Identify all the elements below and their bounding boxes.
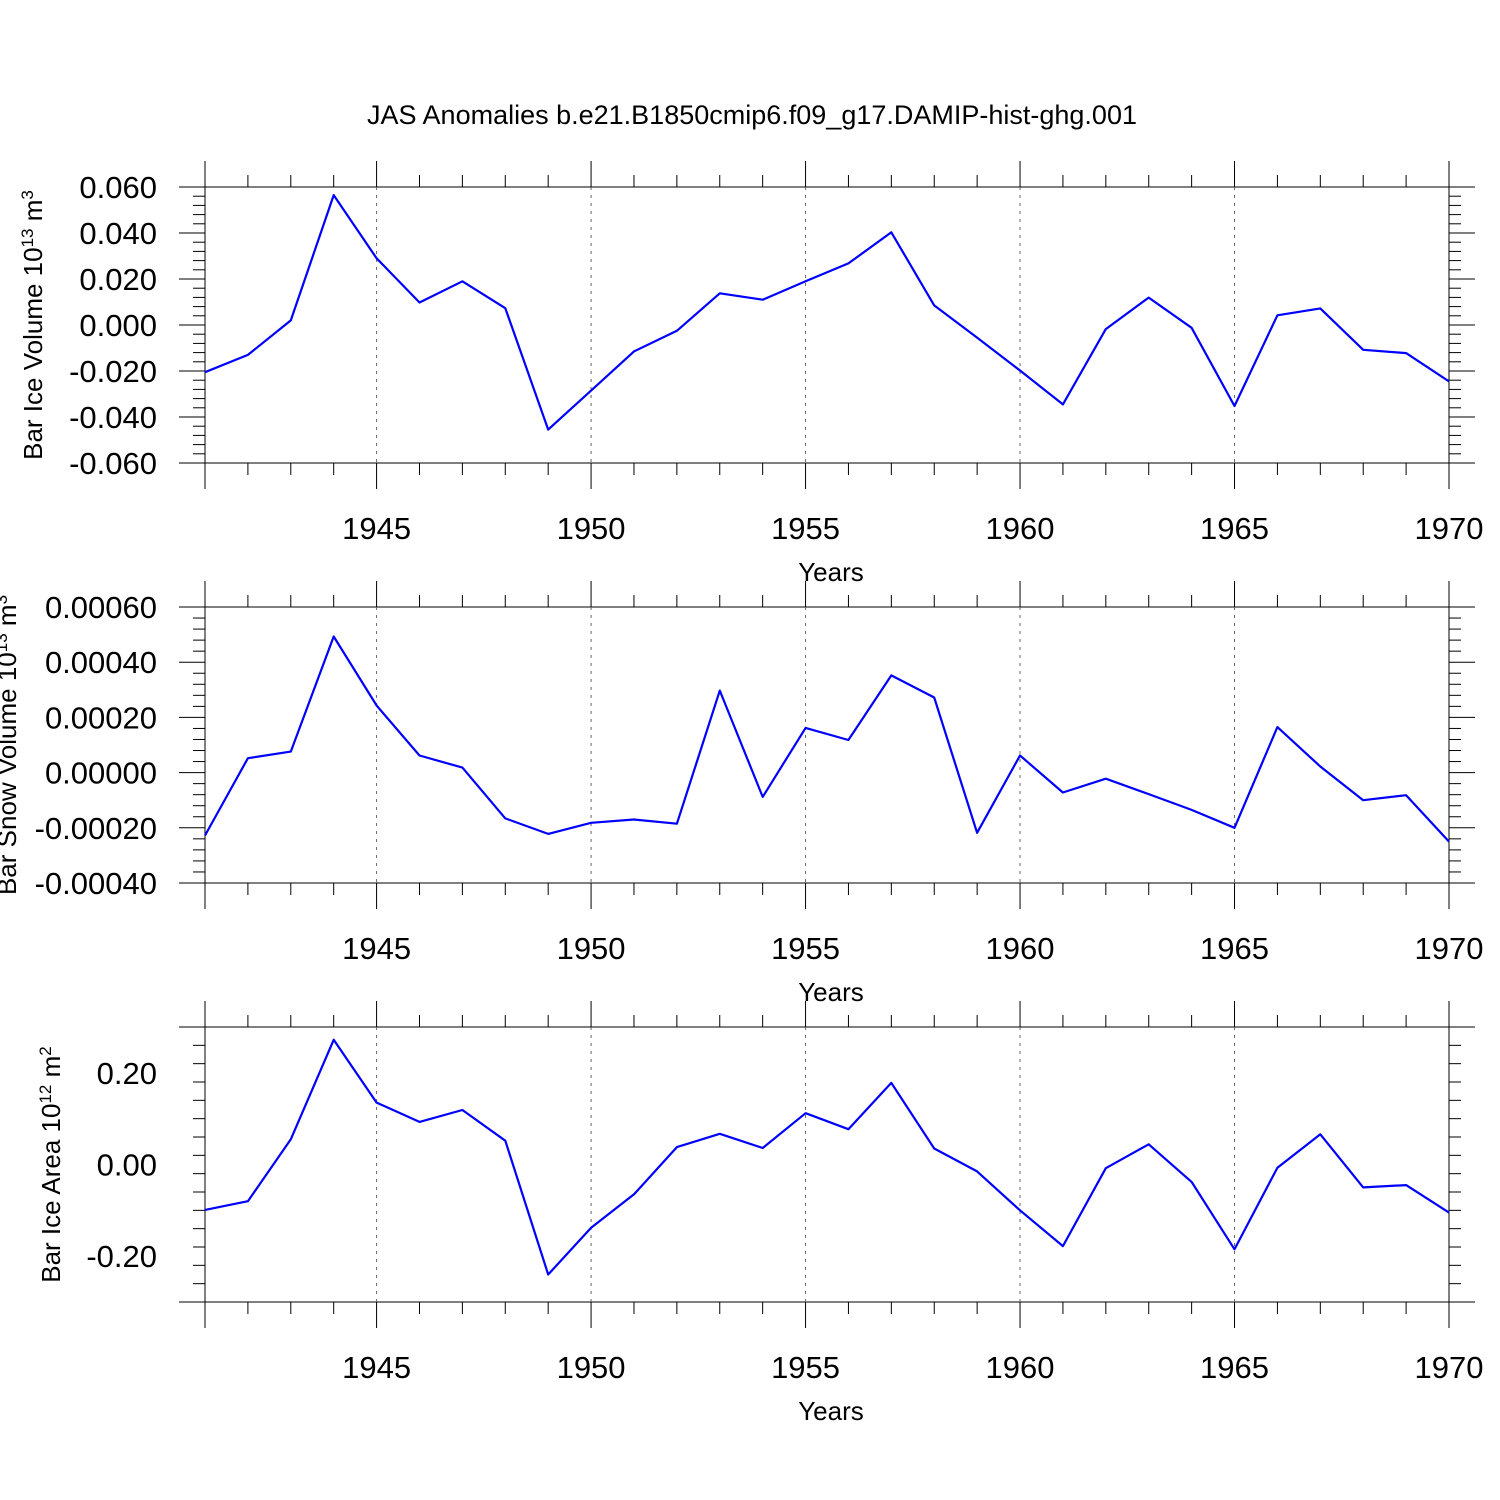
y-axis-label-unit: m (36, 1056, 66, 1085)
x-tick-label: 1965 (1200, 931, 1269, 966)
y-axis-label-unit-exponent: 3 (18, 190, 37, 199)
y-axis-label-text: Bar Snow Volume 10 (0, 652, 22, 895)
y-tick-label: 0.040 (79, 216, 157, 251)
series-line (204, 194, 1450, 431)
y-tick-label: 0.20 (97, 1056, 157, 1091)
y-axis-label-unit: m (0, 604, 22, 633)
y-tick-label: -0.20 (86, 1239, 157, 1274)
x-tick-label: 1945 (342, 1350, 411, 1385)
x-tick-label: 1945 (342, 511, 411, 546)
y-tick-label: -0.00020 (35, 811, 157, 846)
x-axis-label: Years (798, 977, 864, 1007)
y-tick-label: 0.060 (79, 170, 157, 205)
series-line (204, 635, 1450, 843)
y-axis-label: Bar Ice Area 1012 m2 (36, 1046, 67, 1283)
x-tick-label: 1970 (1415, 1350, 1484, 1385)
y-tick-label: 0.00020 (45, 700, 157, 735)
y-axis-label-text: Bar Ice Volume 10 (18, 247, 48, 459)
x-tick-label: 1960 (986, 931, 1055, 966)
y-axis-label-exponent: 13 (18, 228, 37, 247)
x-tick-label: 1945 (342, 931, 411, 966)
y-tick-label: 0.020 (79, 262, 157, 297)
y-axis-label: Bar Ice Volume 1013 m3 (18, 190, 49, 460)
x-tick-label: 1950 (557, 931, 626, 966)
y-tick-label: 0.000 (79, 308, 157, 343)
panel-3: 1945 1950 1955 1960 1965 1970 Years -0.20 0.00 0.… (36, 1001, 1484, 1426)
x-tick-label: 1970 (1415, 511, 1484, 546)
panel-1: 1945 1950 1955 1960 1965 1970 Years -0.060 -0.04… (18, 161, 1484, 587)
x-tick-label: 1960 (986, 1350, 1055, 1385)
x-tick-label: 1970 (1415, 931, 1484, 966)
figure-title: JAS Anomalies b.e21.B1850cmip6.f09_g17.D… (367, 100, 1137, 130)
panels: 1945 1950 1955 1960 1965 1970 Years -0.060 -0.04… (0, 161, 1483, 1426)
y-tick-label: 0.00 (97, 1148, 157, 1183)
x-tick-label: 1955 (771, 511, 840, 546)
y-tick-label: 0.00060 (45, 590, 157, 625)
series-line (204, 1038, 1450, 1276)
y-tick-label: -0.020 (69, 354, 157, 389)
x-tick-label: 1965 (1200, 1350, 1269, 1385)
x-axis-label: Years (798, 1396, 864, 1426)
y-axis-label-unit-exponent: 3 (0, 595, 11, 604)
y-axis-label: Bar Snow Volume 1013 m3 (0, 595, 22, 895)
y-tick-label: -0.060 (69, 446, 157, 481)
x-tick-label: 1960 (986, 511, 1055, 546)
x-tick-label: 1955 (771, 931, 840, 966)
y-tick-label: 0.00000 (45, 756, 157, 791)
panel-2: 1945 1950 1955 1960 1965 1970 Years -0.00040 -0.… (0, 581, 1483, 1007)
x-axis-label: Years (798, 557, 864, 587)
x-tick-label: 1955 (771, 1350, 840, 1385)
y-tick-label: -0.00040 (35, 866, 157, 901)
y-axis-label-unit-exponent: 2 (36, 1046, 55, 1055)
x-tick-label: 1950 (557, 511, 626, 546)
y-axis-label-text: Bar Ice Area 10 (36, 1104, 66, 1283)
y-axis-label-exponent: 13 (0, 633, 11, 652)
y-tick-label: 0.00040 (45, 645, 157, 680)
y-tick-label: -0.040 (69, 400, 157, 435)
x-tick-label: 1950 (557, 1350, 626, 1385)
x-tick-label: 1965 (1200, 511, 1269, 546)
y-axis-label-exponent: 12 (36, 1085, 55, 1104)
y-axis-label-unit: m (18, 200, 48, 229)
